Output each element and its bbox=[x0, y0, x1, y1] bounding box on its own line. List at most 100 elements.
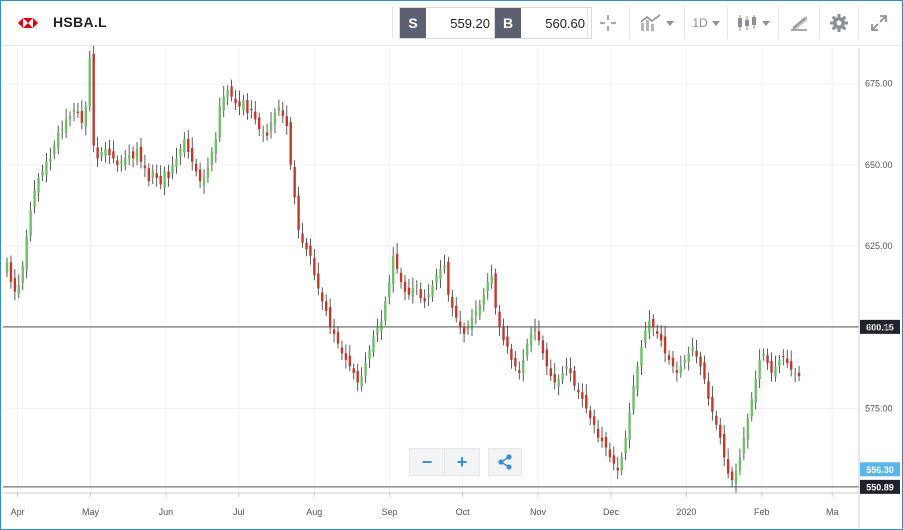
price-chart[interactable]: 600.15 550.89 556.30 675.00 650.00 625.00 600… bbox=[1, 46, 902, 529]
ohlc-body bbox=[206, 168, 210, 178]
ohlc-body bbox=[758, 359, 761, 380]
ohlc-body bbox=[659, 333, 663, 341]
zoom-in-button[interactable]: + bbox=[444, 448, 480, 476]
ohlc-body bbox=[167, 171, 170, 178]
ohlc-body bbox=[600, 437, 604, 442]
ohlc-body bbox=[198, 169, 202, 182]
ohlc-body bbox=[585, 394, 588, 409]
ohlc-body bbox=[439, 268, 442, 280]
ohlc-body bbox=[652, 318, 655, 328]
ohlc-body bbox=[793, 372, 797, 374]
ohlc-body bbox=[636, 366, 639, 390]
ohlc-body bbox=[226, 90, 229, 97]
ohlc-body bbox=[774, 366, 777, 377]
ohlc-body bbox=[179, 148, 182, 157]
x-tick-label: Aug bbox=[306, 507, 322, 517]
ohlc-body bbox=[482, 294, 486, 305]
ohlc-body bbox=[317, 273, 320, 289]
ohlc-body bbox=[596, 428, 600, 438]
ohlc-body bbox=[21, 265, 24, 284]
crosshair-icon bbox=[600, 15, 616, 31]
chevron-down-icon bbox=[666, 20, 674, 26]
ohlc-body bbox=[655, 331, 659, 334]
ohlc-body bbox=[679, 366, 683, 373]
ohlc-body bbox=[730, 471, 734, 481]
ohlc-body bbox=[269, 122, 273, 132]
ohlc-body bbox=[88, 57, 91, 107]
ohlc-body bbox=[214, 138, 218, 154]
ohlc-body bbox=[171, 164, 174, 175]
ohlc-body bbox=[246, 99, 249, 113]
ohlc-body bbox=[96, 147, 99, 159]
ohlc-body bbox=[462, 327, 466, 334]
ohlc-body bbox=[364, 363, 367, 377]
ohlc-body bbox=[222, 96, 225, 111]
ohlc-body bbox=[250, 109, 253, 111]
x-tick-label: Oct bbox=[456, 507, 471, 517]
ohlc-body bbox=[324, 301, 328, 312]
expand-button[interactable] bbox=[862, 7, 896, 39]
ohlc-body bbox=[293, 166, 296, 198]
ohlc-body bbox=[13, 277, 17, 292]
crosshair-button[interactable] bbox=[591, 7, 625, 39]
share-button[interactable] bbox=[488, 448, 522, 476]
drawing-tools-button[interactable] bbox=[782, 7, 816, 39]
ohlc-body bbox=[309, 245, 312, 256]
ohlc-body bbox=[691, 346, 694, 352]
ohlc-body bbox=[395, 253, 399, 269]
ohlc-body bbox=[305, 242, 308, 250]
ohlc-body bbox=[490, 275, 493, 284]
ohlc-body bbox=[734, 470, 738, 484]
ohlc-body bbox=[407, 287, 411, 295]
ohlc-body bbox=[344, 353, 348, 360]
ohlc-body bbox=[321, 292, 324, 302]
interval-dropdown[interactable]: 1D bbox=[687, 7, 725, 39]
ohlc-body bbox=[108, 148, 111, 156]
ohlc-body bbox=[612, 455, 616, 464]
x-tick-label: 2020 bbox=[676, 507, 696, 517]
ohlc-body bbox=[427, 294, 430, 298]
toolbar-divider bbox=[778, 7, 779, 39]
ohlc-body bbox=[746, 418, 750, 440]
x-tick-label: Feb bbox=[754, 507, 770, 517]
ohlc-body bbox=[218, 106, 221, 137]
ohlc-body bbox=[545, 349, 549, 367]
expand-icon bbox=[871, 15, 887, 31]
ohlc-body bbox=[419, 289, 422, 299]
chart-type-dropdown[interactable] bbox=[731, 7, 775, 39]
toolbar-divider bbox=[819, 7, 820, 39]
ohlc-body bbox=[254, 111, 257, 120]
ohlc-body bbox=[360, 376, 363, 387]
zoom-out-label: − bbox=[421, 451, 433, 472]
y-tick-label: 600.00 bbox=[865, 322, 893, 332]
sell-quote-button[interactable]: S 559.20 bbox=[399, 7, 497, 39]
ohlc-body bbox=[135, 148, 139, 161]
y-axis: 675.00 650.00 625.00 600.00 575.00 bbox=[858, 48, 893, 528]
ohlc-body bbox=[25, 236, 28, 270]
zoom-in-label: + bbox=[456, 451, 468, 472]
gear-icon bbox=[830, 14, 848, 32]
ohlc-body bbox=[273, 112, 277, 125]
indicators-button[interactable] bbox=[633, 7, 681, 39]
reference-line-badge bbox=[860, 319, 900, 334]
ohlc-body bbox=[37, 177, 40, 193]
x-tick-label: Jul bbox=[233, 507, 245, 517]
zoom-out-button[interactable]: − bbox=[409, 448, 445, 476]
buy-quote-button[interactable]: B 560.60 bbox=[494, 7, 592, 39]
ohlc-body bbox=[608, 449, 612, 458]
settings-button[interactable] bbox=[823, 7, 855, 39]
ohlc-body bbox=[533, 327, 537, 332]
ohlc-body bbox=[147, 168, 151, 182]
ohlc-body bbox=[261, 132, 265, 134]
ohlc-body bbox=[328, 307, 332, 328]
ohlc-body bbox=[41, 171, 44, 176]
ohlc-body bbox=[356, 370, 359, 383]
ohlc-body bbox=[458, 321, 462, 328]
ohlc-body bbox=[510, 348, 513, 360]
y-tick-label: 675.00 bbox=[865, 79, 893, 89]
ohlc-body bbox=[49, 158, 52, 162]
ohlc-body bbox=[474, 311, 478, 316]
ohlc-body bbox=[238, 101, 241, 107]
ohlc-body bbox=[92, 53, 95, 146]
